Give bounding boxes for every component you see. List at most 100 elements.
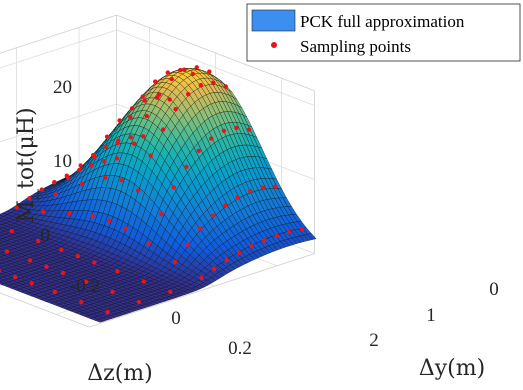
sampling-point [184,164,189,170]
sampling-point [136,299,142,305]
sampling-point [186,92,191,97]
sampling-point [173,107,178,112]
sampling-point [79,300,84,305]
sampling-point [39,187,44,192]
sampling-point [104,134,110,139]
sampling-point [248,188,253,194]
sampling-point [59,247,64,253]
sampling-point [185,242,190,247]
sampling-point [136,188,141,193]
surface-patch [0,214,5,219]
surface-patch [0,264,5,268]
box-edge [89,253,315,328]
sampling-point [146,241,151,246]
sampling-point [234,125,239,131]
sampling-point [299,226,304,232]
sampling-point [105,310,110,315]
z-tick-20: 20 [53,77,72,98]
y-tick-0: 0 [489,279,499,300]
surface-patch [0,251,4,254]
sampling-point [153,79,158,84]
sampling-point [165,70,170,75]
x-tick-neg-0-2: -0.2 [70,276,100,297]
surface-patch [94,319,105,323]
sampling-point [141,134,146,139]
sampling-point [198,83,203,88]
sampling-point [194,65,199,70]
sampling-point [52,180,57,185]
sampling-point [168,289,173,294]
sampling-point [9,229,14,234]
sampling-point [60,270,66,276]
sampling-point [114,156,120,161]
y-tick-2: 2 [369,330,379,351]
sampling-point [78,163,83,168]
sampling-point [106,218,112,223]
sampling-point [52,289,57,295]
sampling-point [249,244,254,249]
sampling-point [44,264,49,269]
sampling-point [90,213,95,219]
surface-patch [0,275,4,279]
sampling-point [77,167,82,173]
sampling-point [92,154,97,160]
sampling-point [196,148,201,153]
sampling-point [171,185,176,190]
sampling-point [40,209,46,214]
y-axis-ticks: 0 1 2 [369,279,499,351]
sampling-point [53,192,58,197]
sampling-point [4,249,10,254]
sampling-point [236,250,242,255]
sampling-point [66,176,71,181]
box-edge [116,14,315,92]
x-tick-0-2: 0.2 [228,338,252,359]
surface-patch [0,237,4,240]
sampling-point [14,205,19,210]
y-axis-label: Δy(m) [419,356,485,381]
sampling-point [103,144,108,149]
sampling-point [115,140,120,146]
sampling-point [261,238,267,243]
x-axis-ticks: -0.2 0 0.2 [70,276,252,359]
sampling-point [92,260,97,265]
sampling-point [246,127,252,132]
sampling-point [119,178,124,183]
z-tick-10: 10 [53,151,72,172]
z-axis-ticks: 0 10 20 [41,77,73,246]
sampling-point [148,153,153,158]
sampling-point [210,213,215,219]
sampling-point [123,226,128,231]
sampling-point [274,233,279,238]
sampling-point [110,289,115,295]
sampling-point [260,185,265,190]
sampling-point [27,258,33,263]
z-axis-label: M_tot(μH) [14,107,39,222]
surface-patch [0,262,3,265]
sampling-point [157,92,162,97]
sampling-point [79,181,85,187]
x-axis-label: Δz(m) [87,361,153,386]
box-edge [0,14,117,54]
sampling-point [287,229,292,235]
sampling-point [190,71,195,77]
sampling-point [211,80,216,85]
surface-patch [0,240,5,244]
sampling-point [223,84,228,89]
sampling-point [144,113,149,119]
sampling-points [0,65,304,315]
sampling-point [132,141,137,146]
surface-patch [0,226,4,230]
sampling-point [167,97,172,102]
sampling-point [89,163,95,168]
sampling-point [36,239,41,244]
sampling-point [115,269,120,274]
sampling-point [13,274,18,280]
sampling-point [198,226,203,231]
sampling-point [103,175,108,180]
sampling-point [211,266,217,271]
sampling-point [67,211,72,216]
legend-surface-swatch [251,9,296,32]
sampling-point [83,279,89,285]
sampling-point [102,159,107,164]
